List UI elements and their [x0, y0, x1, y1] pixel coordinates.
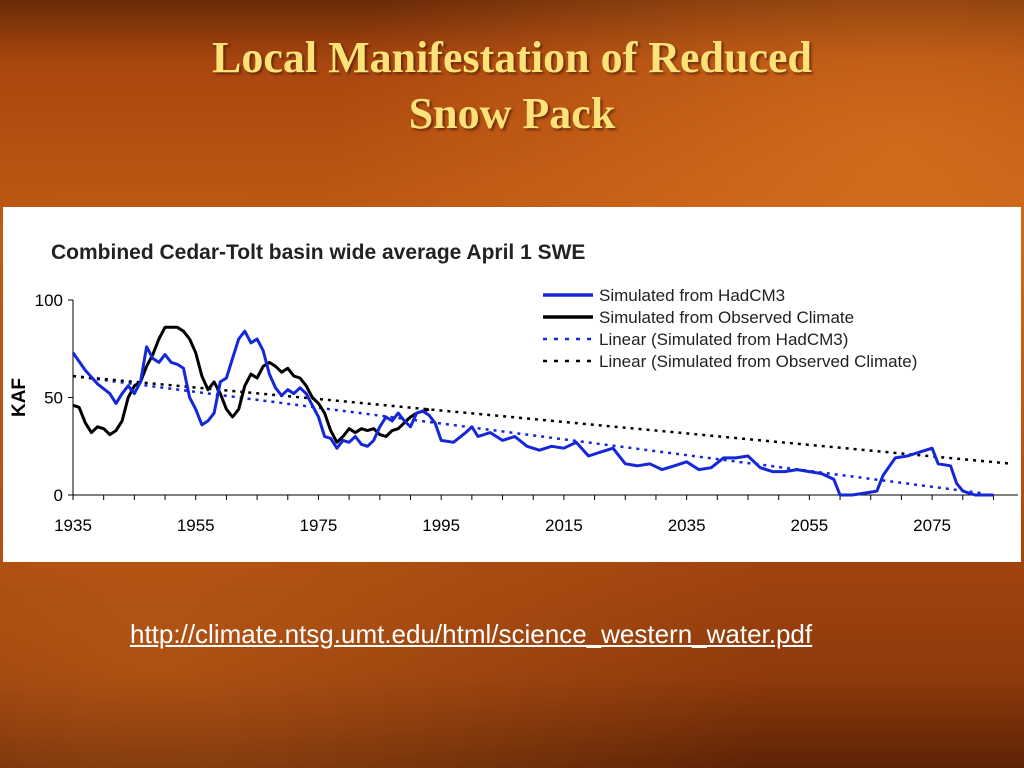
series-line-4: [72, 374, 1013, 466]
x-tick-label: 2055: [790, 516, 828, 535]
y-tick-label: 100: [35, 291, 63, 310]
series-line-3: [72, 374, 982, 495]
legend-label-1: Simulated from HadCM3: [599, 286, 785, 305]
slide-title-line-1: Local Manifestation of Reduced: [211, 33, 813, 82]
y-tick-label: 0: [54, 486, 63, 505]
x-tick-label: 1975: [300, 516, 338, 535]
swe-line-chart: Combined Cedar-Tolt basin wide average A…: [9, 241, 1018, 535]
legend-label-3: Linear (Simulated from HadCM3): [599, 330, 848, 349]
x-tick-label: 2075: [913, 516, 951, 535]
source-link[interactable]: http://climate.ntsg.umt.edu/html/science…: [130, 619, 813, 649]
slide-title: Local Manifestation of Reduced Snow Pack: [0, 30, 1024, 142]
x-tick-label: 2035: [668, 516, 706, 535]
chart-title: Combined Cedar-Tolt basin wide average A…: [51, 241, 585, 264]
x-tick-label: 1995: [422, 516, 460, 535]
x-tick-label: 1955: [177, 516, 215, 535]
slide-title-line-2: Snow Pack: [408, 89, 616, 138]
y-axis-label: KAF: [9, 378, 30, 417]
x-tick-label: 2015: [545, 516, 583, 535]
chart-panel: Combined Cedar-Tolt basin wide average A…: [3, 207, 1021, 562]
x-tick-label: 1935: [54, 516, 92, 535]
y-tick-label: 50: [44, 389, 63, 408]
legend-label-4: Linear (Simulated from Observed Climate): [599, 352, 917, 371]
series-line-1: [71, 329, 994, 497]
legend-label-2: Simulated from Observed Climate: [599, 308, 854, 327]
series-line-2: [72, 325, 430, 444]
